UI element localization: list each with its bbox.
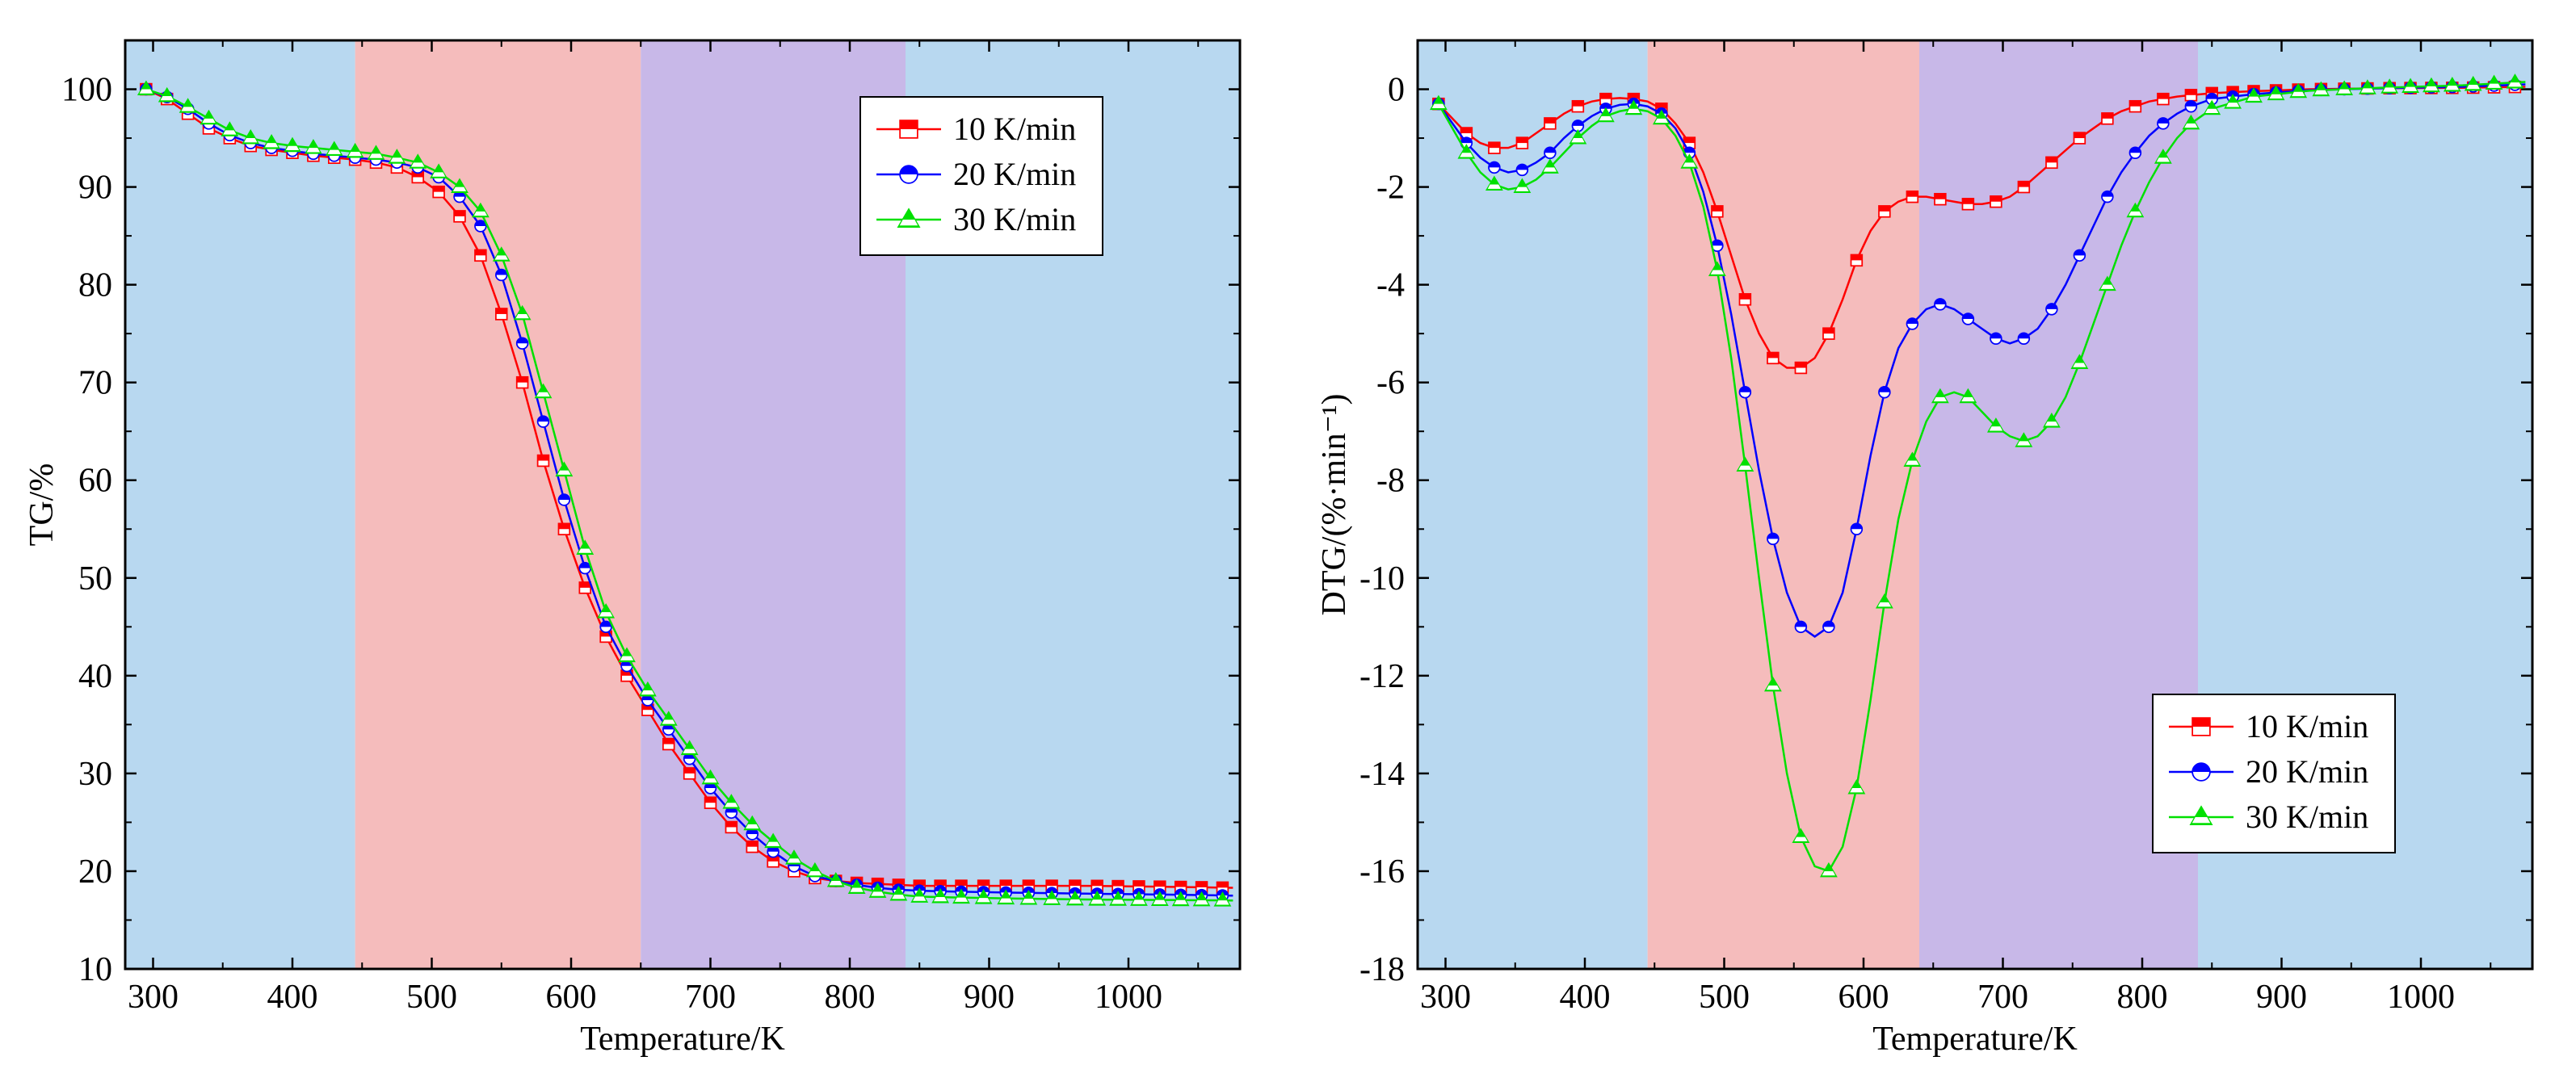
y-tick-label: 50	[78, 560, 112, 598]
legend-label: 30 K/min	[953, 201, 1076, 237]
y-tick-label: 10	[78, 951, 112, 988]
y-tick-label: 90	[78, 170, 112, 207]
x-tick-label: 700	[685, 979, 736, 1016]
y-tick-label: 60	[78, 463, 112, 500]
y-tick-label: 100	[61, 72, 112, 109]
y-tick-label: -14	[1359, 756, 1405, 793]
y-tick-label: -16	[1359, 853, 1405, 891]
x-tick-label: 600	[1838, 979, 1889, 1016]
x-tick-label: 1000	[2387, 979, 2455, 1016]
legend-label: 10 K/min	[2246, 708, 2368, 744]
y-tick-label: -6	[1376, 365, 1405, 402]
x-tick-label: 800	[824, 979, 875, 1016]
y-tick-label: -10	[1359, 560, 1405, 598]
x-tick-label: 800	[2116, 979, 2167, 1016]
x-tick-label: 900	[2256, 979, 2307, 1016]
y-tick-label: -18	[1359, 951, 1405, 988]
x-tick-label: 700	[1977, 979, 2028, 1016]
y-tick-label: -4	[1376, 267, 1405, 304]
dtg-chart: 300 400 500 600 700 800 900 1000 -18 -16 -14 -12 -10…	[1313, 16, 2557, 1070]
y-axis-label: DTG/(%·min⁻¹)	[1316, 393, 1353, 615]
legend-label: 20 K/min	[2246, 753, 2368, 790]
y-tick-label: 0	[1388, 72, 1405, 109]
region-band	[355, 40, 641, 969]
x-tick-label: 500	[406, 979, 457, 1016]
y-tick-label: 40	[78, 658, 112, 695]
legend-label: 30 K/min	[2246, 799, 2368, 835]
x-axis-label: Temperature/K	[580, 1021, 785, 1058]
y-axis-label: TG/%	[23, 463, 61, 547]
x-axis-label: Temperature/K	[1872, 1021, 2078, 1058]
region-band	[1418, 40, 1648, 969]
figure-container: 3004005006007008009001000102030405060708…	[16, 16, 2560, 1070]
region-band	[125, 40, 355, 969]
x-tick-label: 900	[964, 979, 1015, 1016]
legend-label: 20 K/min	[953, 156, 1076, 192]
x-tick-label: 400	[1559, 979, 1610, 1016]
legend-label: 10 K/min	[953, 111, 1076, 147]
x-tick-label: 500	[1699, 979, 1750, 1016]
y-tick-label: -8	[1376, 463, 1405, 500]
y-tick-label: -12	[1359, 658, 1405, 695]
x-tick-label: 600	[545, 979, 596, 1016]
y-tick-label: 30	[78, 756, 112, 793]
y-tick-label: 70	[78, 365, 112, 402]
x-tick-label: 300	[128, 979, 179, 1016]
region-band	[1647, 40, 1918, 969]
x-tick-label: 400	[267, 979, 317, 1016]
y-tick-label: -2	[1376, 170, 1405, 207]
x-tick-label: 300	[1420, 979, 1471, 1016]
y-tick-label: 80	[78, 267, 112, 304]
tg-chart: 300 400 500 600 700 800 900 1000 10 20 30 40 50 60 70 8…	[20, 16, 1264, 1070]
y-tick-label: 20	[78, 853, 112, 891]
x-tick-label: 1000	[1095, 979, 1162, 1016]
